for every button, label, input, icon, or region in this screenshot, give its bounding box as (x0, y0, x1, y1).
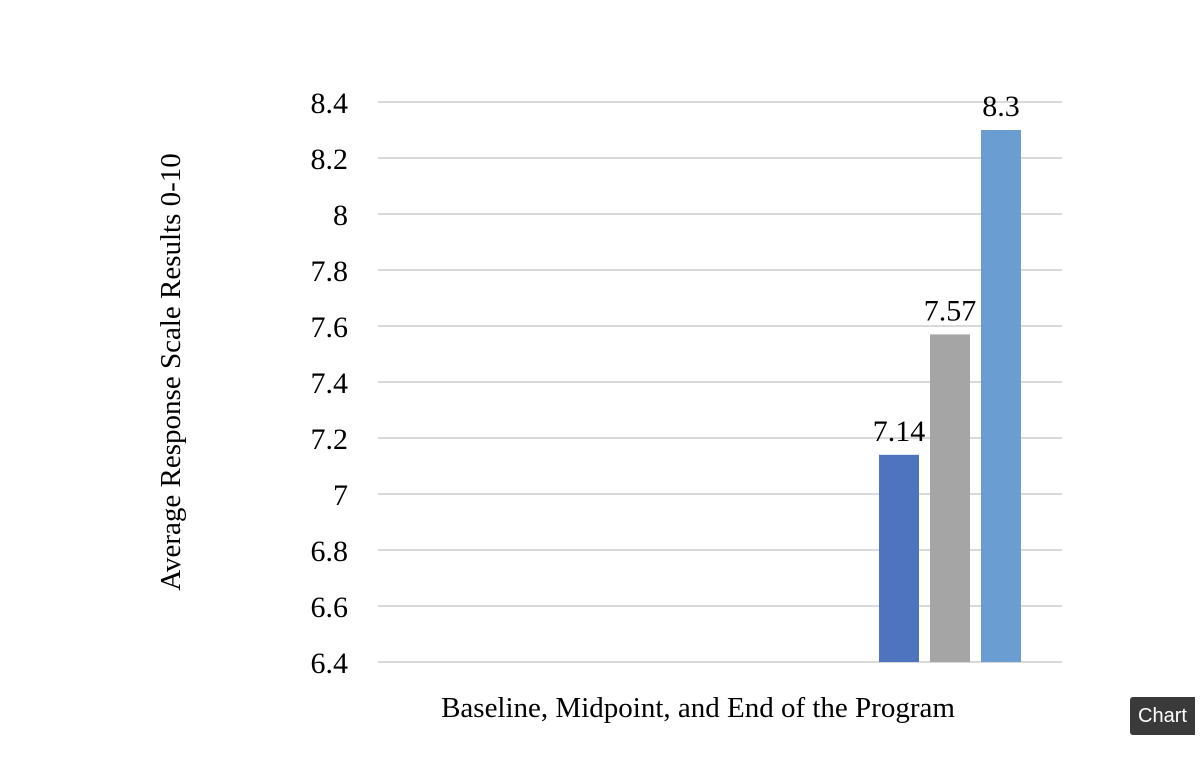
y-tick-label: 7.2 (311, 423, 349, 456)
bar (981, 130, 1021, 662)
y-axis-title: Average Response Scale Results 0-10 (155, 153, 187, 591)
bar (930, 334, 970, 662)
data-label: 7.57 (924, 294, 977, 327)
y-tick-label: 6.8 (311, 535, 349, 568)
y-tick-label: 7 (333, 479, 348, 512)
y-tick-label: 8.4 (311, 87, 349, 120)
data-label: 7.14 (873, 415, 926, 448)
y-tick-label: 6.6 (311, 591, 349, 624)
bar (879, 454, 919, 662)
bars (879, 130, 1021, 662)
y-tick-label: 8.2 (311, 143, 349, 176)
x-axis-title: Baseline, Midpoint, and End of the Progr… (441, 692, 955, 724)
y-tick-label: 7.8 (311, 255, 349, 288)
y-tick-label: 7.4 (311, 367, 349, 400)
y-tick-labels: 8.4 8.2 8 7.8 7.6 7.4 7.2 7 6.8 6.6 6.4 (311, 87, 349, 680)
data-labels: 7.14 7.57 8.3 (873, 90, 1020, 448)
data-label: 8.3 (982, 90, 1020, 123)
y-tick-label: 7.6 (311, 311, 349, 344)
y-tick-label: 8 (333, 199, 348, 232)
y-tick-label: 6.4 (311, 647, 349, 680)
chart-tooltip: Chart (1130, 697, 1195, 735)
